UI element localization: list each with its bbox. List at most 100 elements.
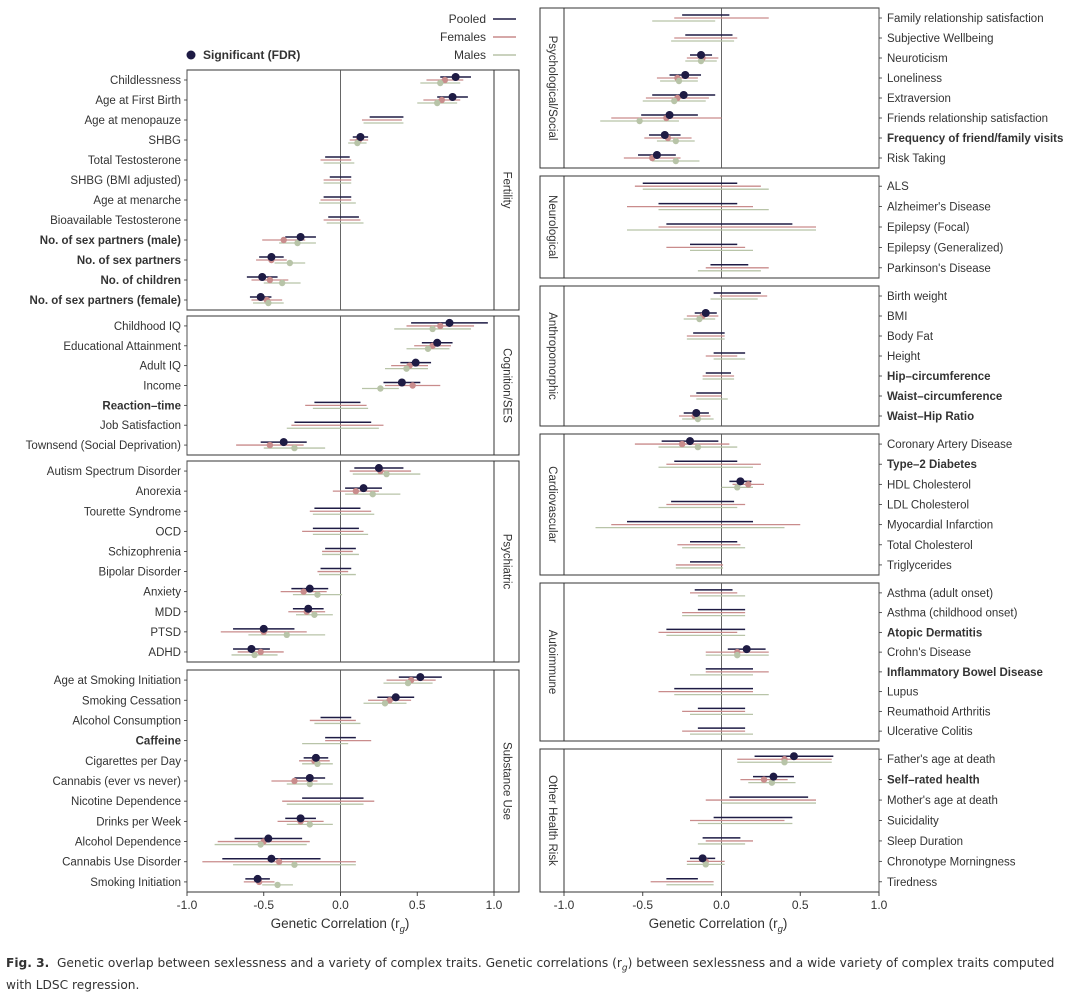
panel-strip-cognition-ses — [493, 315, 520, 456]
trait-label-reumathoid-arthritis: Reumathoid Arthritis — [887, 706, 991, 718]
x-axis-title-left: Genetic Correlation (rg) — [271, 916, 410, 935]
trait-label-mother-s-age-at-death: Mother's age at death — [887, 795, 998, 807]
point-pooled-top-townsend-social-deprivation — [279, 438, 288, 447]
trait-label-ulcerative-colitis: Ulcerative Colitis — [887, 726, 973, 738]
point-males-waist-hip-ratio — [694, 415, 702, 423]
trait-label-age-at-menarche: Age at menarche — [93, 195, 181, 207]
panel-strip-label-fertility: Fertility — [501, 171, 513, 208]
trait-label-adult-iq: Adult IQ — [139, 361, 181, 373]
point-males-anorexia — [369, 490, 376, 498]
point-females-age-at-first-birth — [438, 96, 446, 104]
point-males-mdd — [311, 611, 318, 618]
point-males-cigarettes-per-day — [314, 760, 321, 768]
trait-label-cannabis-use-disorder: Cannabis Use Disorder — [62, 857, 181, 869]
trait-label-total-testosterone: Total Testosterone — [88, 155, 181, 167]
trait-label-age-at-first-birth: Age at First Birth — [95, 95, 181, 107]
point-females-adhd — [257, 648, 264, 656]
point-males-autism-spectrum-disorder — [383, 470, 390, 478]
panel-strip-anthropomorphic — [539, 285, 565, 427]
point-males-extraversion — [671, 97, 678, 105]
point-males-age-at-first-birth — [434, 99, 441, 107]
significant-legend-label: Significant (FDR) — [203, 48, 300, 62]
trait-label-epilepsy-generalized: Epilepsy (Generalized) — [887, 242, 1004, 254]
x-tick-label-right: -1.0 — [554, 898, 575, 912]
panel-strip-label-neurological: Neurological — [546, 195, 558, 259]
trait-label-age-at-menopauze: Age at menopauze — [84, 115, 181, 127]
point-pooled-top-cannabis-use-disorder — [267, 854, 276, 863]
panel-strip-fertility — [493, 69, 520, 311]
trait-label-anorexia: Anorexia — [136, 486, 182, 498]
point-females-no-of-children — [266, 276, 274, 284]
x-axes: Genetic Correlation (rg) Genetic Correla… — [177, 892, 888, 935]
point-pooled-top-adult-iq — [411, 358, 420, 367]
trait-label-smoking-cessation: Smoking Cessation — [82, 695, 181, 707]
trait-label-hdl-cholesterol: HDL Cholesterol — [887, 479, 971, 491]
x-tick-label-left: 1.0 — [486, 898, 503, 912]
x-tick-label-right: -0.5 — [632, 898, 653, 912]
trait-label-mdd: MDD — [155, 607, 181, 619]
trait-label-loneliness: Loneliness — [887, 73, 942, 85]
trait-label-schizophrenia: Schizophrenia — [108, 546, 181, 558]
trait-label-ptsd: PTSD — [150, 627, 181, 639]
point-males-shbg — [354, 139, 361, 147]
point-males-hdl-cholesterol — [734, 484, 741, 491]
point-pooled-top-childhood-iq — [445, 318, 454, 327]
panel-strip-label-cardiovascular: Cardiovascular — [546, 466, 558, 543]
panel-cardiovascular: Cardiovascular Coronary Artery Disease Typ… — [539, 433, 1012, 576]
x-axis-title-left-sub: g — [400, 924, 406, 935]
point-females-no-of-sex-partners-male — [280, 236, 287, 244]
trait-label-cigarettes-per-day: Cigarettes per Day — [85, 756, 181, 768]
point-pooled-top-friends-relationship-satisfaction — [665, 111, 674, 119]
trait-label-ocd: OCD — [155, 526, 181, 538]
trait-label-drinks-per-week: Drinks per Week — [96, 816, 181, 828]
x-axis-title-right-sub: g — [778, 924, 784, 935]
point-males-loneliness — [675, 77, 683, 85]
point-males-cannabis-ever-vs-never — [306, 780, 313, 788]
panels: Fertility Childlessness Age at First Birth… — [26, 7, 1063, 893]
point-males-adhd — [251, 651, 258, 659]
trait-label-ldl-cholesterol: LDL Cholesterol — [887, 500, 969, 512]
panel-strip-neurological — [539, 175, 565, 279]
trait-label-cannabis-ever-vs-never: Cannabis (ever vs never) — [53, 776, 182, 788]
legend-label-males: Males — [454, 48, 486, 62]
x-tick-label-right: 0.0 — [713, 898, 730, 912]
trait-label-myocardial-infarction: Myocardial Infarction — [887, 520, 993, 532]
point-males-crohn-s-disease — [734, 651, 741, 659]
panel-strip-label-psychological-social: Psychological/Social — [546, 36, 558, 141]
panel-psychiatric: Psychiatric Autism Spectrum Disorder Anore… — [47, 460, 520, 663]
point-pooled-top-waist-hip-ratio — [692, 409, 701, 417]
point-males-risk-taking — [672, 157, 680, 165]
trait-label-suicidality: Suicidality — [887, 816, 939, 828]
panel-autoimmune: Autoimmune Asthma (adult onset) Asthma (ch… — [539, 582, 1043, 742]
trait-label-tourette-syndrome: Tourette Syndrome — [84, 506, 181, 518]
trait-label-neuroticism: Neuroticism — [887, 53, 948, 65]
point-females-childlessness — [441, 76, 449, 84]
trait-label-parkinson-s-disease: Parkinson's Disease — [887, 263, 991, 275]
trait-label-caffeine: Caffeine — [136, 736, 181, 748]
trait-label-smoking-initiation: Smoking Initiation — [90, 877, 181, 889]
point-pooled-top-no-of-sex-partners-male — [296, 233, 305, 241]
point-pooled-top-cigarettes-per-day — [311, 753, 320, 762]
point-pooled-top-cannabis-ever-vs-never — [305, 774, 314, 782]
panel-psychological-social: Psychological/Social Family relationship … — [539, 7, 1063, 169]
point-males-anxiety — [314, 591, 321, 598]
point-males-no-of-sex-partners — [286, 259, 294, 267]
trait-label-alcohol-dependence: Alcohol Dependence — [75, 837, 181, 849]
trait-label-tiredness: Tiredness — [887, 877, 937, 889]
point-pooled-top-anorexia — [359, 484, 368, 493]
panel-strip-substance-use — [493, 669, 520, 893]
point-males-no-of-sex-partners-male — [294, 239, 301, 247]
point-pooled-top-coronary-artery-disease — [686, 437, 694, 446]
point-males-friends-relationship-satisfaction — [636, 117, 643, 125]
panel-strip-label-other-health-risk: Other Health Risk — [546, 775, 558, 866]
point-pooled-top-bmi — [701, 309, 710, 317]
point-males-no-of-children — [278, 279, 286, 287]
point-males-ptsd — [283, 631, 290, 639]
x-tick-label-right: 1.0 — [871, 898, 888, 912]
point-males-self-rated-health — [768, 779, 776, 786]
point-pooled-top-hdl-cholesterol — [736, 477, 745, 486]
panel-fertility: Fertility Childlessness Age at First Birth… — [30, 69, 520, 311]
point-males-childhood-iq — [429, 325, 436, 333]
panel-substance-use: Substance Use Age at Smoking Initiation Sm… — [53, 669, 520, 893]
x-axis-title-left-close: ) — [405, 916, 410, 931]
